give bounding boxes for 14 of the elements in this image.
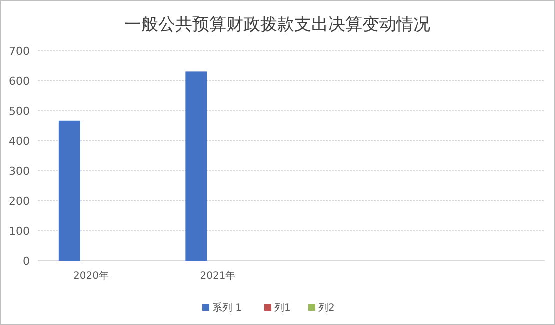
legend-label: 列1 (274, 303, 291, 314)
chart-title: 一般公共预算财政拨款支出决算变动情况 (124, 15, 430, 35)
x-tick-label: 2020年 (74, 270, 109, 282)
y-tick-label: 600 (9, 75, 30, 88)
y-tick-label: 400 (9, 135, 30, 148)
y-tick-label: 200 (9, 195, 30, 208)
y-tick-label: 700 (9, 45, 30, 58)
legend-label: 列2 (318, 303, 335, 314)
x-tick-label: 2021年 (200, 270, 236, 282)
y-tick-label: 500 (9, 105, 30, 118)
y-tick-label: 300 (9, 165, 30, 178)
y-tick-label: 0 (23, 255, 30, 268)
y-tick-label: 100 (9, 225, 30, 238)
legend-label: 系列 1 (212, 302, 242, 314)
